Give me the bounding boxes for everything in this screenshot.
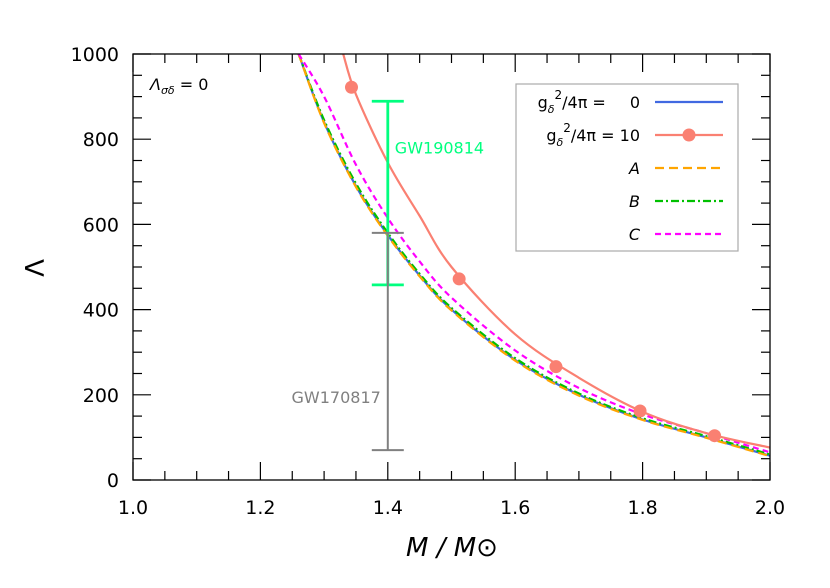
series-line-b <box>297 54 770 456</box>
annotation-gw170817: GW170817 <box>292 388 381 407</box>
error-bars: GW190814 GW170817 <box>292 99 484 452</box>
legend: gδ2/4π = 0 gδ2/4π = 10 ABC <box>515 83 739 252</box>
data-marker <box>452 272 466 286</box>
series-line-a <box>297 54 770 458</box>
y-tick-label: 0 <box>107 470 119 492</box>
svg-text:gδ2/4π = 10: gδ2/4π = 10 <box>546 121 640 149</box>
y-tick-label: 600 <box>83 214 119 236</box>
y-tick-label: 1000 <box>71 44 119 66</box>
y-tick-label: 800 <box>83 129 119 151</box>
y-tick-labels: 0 200 400 600 800 1000 <box>71 44 119 492</box>
svg-text:B: B <box>629 192 640 211</box>
x-tick-label: 2.0 <box>755 497 785 519</box>
series-layer <box>297 54 770 458</box>
data-marker <box>344 80 358 94</box>
svg-text:gδ2/4π = 0: gδ2/4π = 0 <box>538 88 640 116</box>
x-tick-label: 1.0 <box>118 497 148 519</box>
x-tick-labels: 1.0 1.2 1.4 1.6 1.8 2.0 <box>118 497 785 519</box>
legend-entry: A <box>628 159 723 178</box>
data-marker <box>708 429 722 443</box>
x-tick-label: 1.4 <box>373 497 403 519</box>
svg-text:A: A <box>628 159 640 178</box>
x-tick-label: 1.2 <box>245 497 275 519</box>
data-marker <box>633 404 647 418</box>
legend-entry: gδ2/4π = 10 <box>546 121 723 149</box>
axis-ticks <box>132 53 771 481</box>
legend-entry: B <box>629 192 723 211</box>
corner-annotation: Λσδ = 0 <box>148 75 208 97</box>
legend-entry: C <box>629 225 723 244</box>
series-line-g-delta-2-4pi-0 <box>297 54 770 457</box>
x-axis-title: M / M⊙ <box>406 533 498 563</box>
legend-entry: gδ2/4π = 0 <box>538 88 723 116</box>
svg-text:C: C <box>629 225 641 244</box>
y-axis-title: Λ <box>21 259 51 277</box>
y-tick-label: 400 <box>83 300 119 322</box>
data-marker <box>549 360 563 374</box>
annotation-gw190814: GW190814 <box>395 138 484 157</box>
x-tick-label: 1.6 <box>500 497 530 519</box>
x-tick-label: 1.8 <box>627 497 657 519</box>
y-tick-label: 200 <box>83 385 119 407</box>
series-line-g-delta-2-4pi-10 <box>342 54 770 449</box>
